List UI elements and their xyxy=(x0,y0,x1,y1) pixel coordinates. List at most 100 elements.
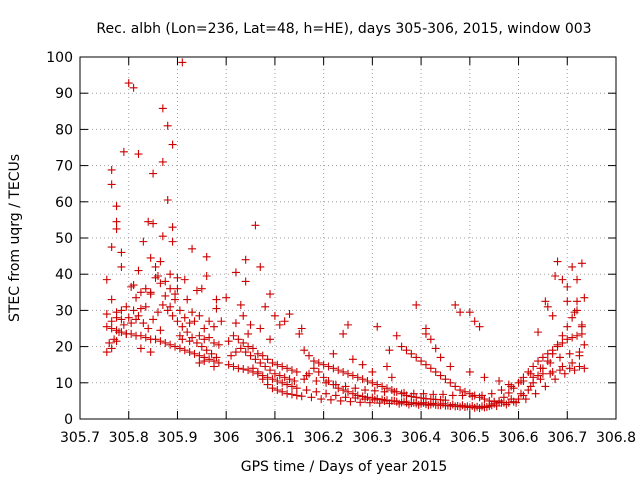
data-point xyxy=(421,324,430,333)
data-point xyxy=(558,331,567,340)
data-point xyxy=(253,349,262,358)
data-point xyxy=(504,380,513,389)
data-point xyxy=(112,308,121,317)
y-tick-label: 10 xyxy=(55,376,73,392)
data-point xyxy=(524,386,533,395)
data-point xyxy=(107,344,116,353)
data-point xyxy=(200,324,209,333)
data-point xyxy=(577,259,586,268)
data-point xyxy=(173,317,182,326)
data-point xyxy=(163,121,172,130)
data-point xyxy=(363,393,372,402)
data-point xyxy=(563,322,572,331)
data-point xyxy=(361,386,370,395)
data-point xyxy=(171,290,180,299)
data-point xyxy=(543,302,552,311)
data-point xyxy=(456,386,465,395)
data-point xyxy=(421,360,430,369)
data-point xyxy=(358,360,367,369)
data-point xyxy=(529,373,538,382)
data-point xyxy=(285,310,294,319)
data-point xyxy=(102,348,111,357)
data-point xyxy=(453,401,462,410)
x-tick-label: 306.1 xyxy=(255,430,295,446)
data-point xyxy=(283,380,292,389)
x-tick-label: 306.4 xyxy=(401,430,441,446)
data-point xyxy=(127,319,136,328)
data-point xyxy=(141,302,150,311)
data-point xyxy=(163,195,172,204)
data-point xyxy=(314,367,323,376)
data-point xyxy=(426,364,435,373)
data-point xyxy=(348,355,357,364)
data-point xyxy=(531,389,540,398)
data-point xyxy=(217,317,226,326)
data-point xyxy=(558,362,567,371)
data-point xyxy=(292,367,301,376)
data-point xyxy=(326,395,335,404)
data-point xyxy=(577,322,586,331)
data-point xyxy=(565,349,574,358)
data-point xyxy=(580,340,589,349)
data-point xyxy=(558,275,567,284)
data-point xyxy=(112,202,121,211)
data-point xyxy=(168,140,177,149)
data-point xyxy=(358,375,367,384)
data-point xyxy=(180,275,189,284)
data-point xyxy=(210,362,218,371)
data-point xyxy=(129,83,138,92)
data-point xyxy=(119,147,128,156)
data-point xyxy=(119,320,128,329)
data-point xyxy=(573,297,582,306)
data-point xyxy=(173,273,182,282)
data-point xyxy=(465,308,474,317)
data-point xyxy=(166,340,175,349)
data-point xyxy=(470,317,479,326)
data-point xyxy=(460,387,469,396)
data-point xyxy=(563,297,572,306)
y-tick-label: 60 xyxy=(55,195,73,211)
data-point xyxy=(577,329,586,338)
data-point xyxy=(575,362,584,371)
data-point xyxy=(368,367,377,376)
data-point xyxy=(151,273,160,282)
data-point xyxy=(492,401,501,410)
data-point xyxy=(146,348,155,357)
data-point xyxy=(353,373,362,382)
data-point xyxy=(210,322,218,331)
data-point xyxy=(548,349,557,358)
data-point xyxy=(309,357,318,366)
data-point xyxy=(161,291,170,300)
data-point xyxy=(419,389,428,398)
data-point xyxy=(473,402,482,411)
data-point xyxy=(280,317,289,326)
data-point xyxy=(149,169,158,178)
data-point xyxy=(136,288,145,297)
data-point xyxy=(568,333,577,342)
data-point xyxy=(117,248,126,257)
data-point xyxy=(231,319,240,328)
data-point xyxy=(490,397,499,406)
data-point xyxy=(146,290,155,299)
x-tick-label: 306.8 xyxy=(596,430,636,446)
data-point xyxy=(283,364,292,373)
data-point xyxy=(114,328,123,337)
data-point xyxy=(548,311,557,320)
data-point xyxy=(385,346,394,355)
y-tick-label: 0 xyxy=(64,412,73,428)
data-point xyxy=(102,275,111,284)
data-point xyxy=(436,371,445,380)
data-point xyxy=(158,157,167,166)
data-point xyxy=(236,300,245,309)
data-point xyxy=(373,380,382,389)
data-point xyxy=(231,268,240,277)
data-point xyxy=(107,324,116,333)
data-point xyxy=(324,376,333,385)
data-point xyxy=(192,338,201,347)
data-point xyxy=(305,369,314,378)
data-point xyxy=(180,346,189,355)
data-point xyxy=(197,284,206,293)
data-point xyxy=(563,282,572,291)
data-point xyxy=(519,376,528,385)
